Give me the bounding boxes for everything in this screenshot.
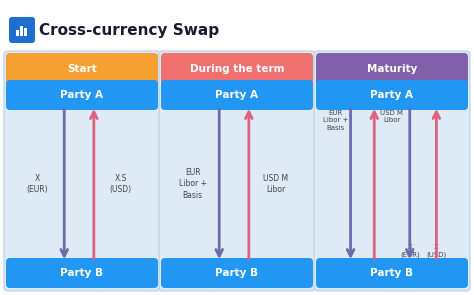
Text: Party A: Party A bbox=[216, 90, 258, 100]
FancyBboxPatch shape bbox=[316, 53, 468, 85]
FancyBboxPatch shape bbox=[9, 17, 35, 43]
Text: X.S
(USD): X.S (USD) bbox=[109, 174, 132, 194]
FancyBboxPatch shape bbox=[316, 258, 468, 288]
Text: Party B: Party B bbox=[371, 268, 413, 278]
Text: During the term: During the term bbox=[190, 64, 284, 74]
Text: EUR
Libor +
Basis: EUR Libor + Basis bbox=[323, 110, 348, 131]
Text: Party B: Party B bbox=[216, 268, 258, 278]
FancyBboxPatch shape bbox=[314, 51, 470, 291]
Text: USD M
Libor: USD M Libor bbox=[263, 174, 288, 194]
FancyBboxPatch shape bbox=[159, 51, 315, 291]
FancyBboxPatch shape bbox=[161, 53, 313, 85]
Text: X
(USD): X (USD) bbox=[426, 244, 447, 258]
Text: Party B: Party B bbox=[61, 268, 103, 278]
Bar bbox=[25, 28, 27, 36]
Text: Start: Start bbox=[67, 64, 97, 74]
Text: X
(EUR): X (EUR) bbox=[400, 244, 419, 258]
FancyBboxPatch shape bbox=[161, 258, 313, 288]
FancyBboxPatch shape bbox=[6, 53, 158, 85]
Text: Party A: Party A bbox=[61, 90, 103, 100]
Text: Cross-currency Swap: Cross-currency Swap bbox=[39, 22, 219, 37]
FancyBboxPatch shape bbox=[316, 80, 468, 110]
FancyBboxPatch shape bbox=[6, 258, 158, 288]
Text: USD M
Libor: USD M Libor bbox=[381, 110, 403, 124]
FancyBboxPatch shape bbox=[6, 80, 158, 110]
Text: Maturity: Maturity bbox=[367, 64, 417, 74]
Bar bbox=[20, 26, 24, 36]
FancyBboxPatch shape bbox=[4, 51, 160, 291]
Text: EUR
Libor +
Basis: EUR Libor + Basis bbox=[179, 168, 207, 200]
Text: Party A: Party A bbox=[371, 90, 413, 100]
Bar bbox=[17, 30, 19, 36]
Text: X
(EUR): X (EUR) bbox=[27, 174, 48, 194]
FancyBboxPatch shape bbox=[161, 80, 313, 110]
